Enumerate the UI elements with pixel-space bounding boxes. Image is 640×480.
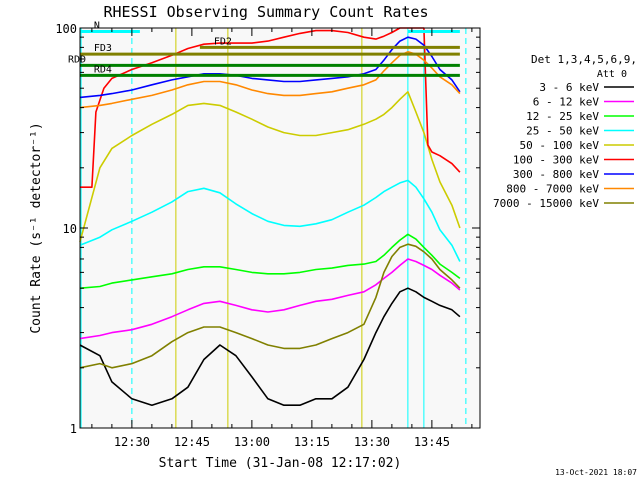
legend-label-7: 800 - 7000 keV: [506, 183, 599, 196]
series-line-3: [79, 179, 461, 262]
series-line-7: [79, 50, 461, 109]
y-tick-label-1: 10: [63, 222, 77, 236]
flag-bars: N FD2 FD3 RDD RD4: [68, 21, 460, 77]
legend-label-2: 12 - 25 keV: [526, 110, 599, 123]
legend-attenuator: Att 0: [597, 69, 627, 80]
x-tick-label-5: 13:45: [414, 435, 450, 449]
x-axis-ticks: 12:30 12:45 13:00 13:15 13:30 13:45: [91, 28, 473, 449]
x-tick-label-4: 13:30: [354, 435, 390, 449]
vertical-marker-lines: [80, 28, 467, 428]
y-axis-ticks: 1 10 100: [55, 22, 480, 436]
y-axis-label: Count Rate (s⁻¹ detector⁻¹): [29, 122, 44, 333]
x-tick-label-0: 12:30: [114, 435, 150, 449]
legend-label-3: 25 - 50 keV: [526, 125, 599, 138]
legend-label-5: 100 - 300 keV: [513, 154, 599, 167]
series-line-2: [79, 233, 461, 289]
x-tick-label-3: 13:15: [294, 435, 330, 449]
flag-label-4: RD4: [94, 64, 112, 75]
y-tick-label-2: 100: [55, 22, 77, 36]
series-line-4: [79, 91, 461, 243]
series-line-0: [79, 287, 461, 407]
legend-header: Det 1,3,4,5,6,9,: [531, 53, 637, 66]
chart-title: RHESSI Observing Summary Count Rates: [103, 3, 428, 21]
x-tick-label-2: 13:00: [234, 435, 270, 449]
legend-label-4: 50 - 100 keV: [520, 139, 600, 152]
series-layer: [79, 27, 461, 407]
footer-timestamp: 13-Oct-2021 18:07: [555, 468, 637, 477]
x-tick-label-1: 12:45: [174, 435, 210, 449]
legend: Det 1,3,4,5,6,9, Att 0 3 - 6 keV 6 - 12 k…: [493, 53, 637, 210]
flag-label-1: FD2: [214, 36, 232, 47]
x-axis-label: Start Time (31-Jan-08 12:17:02): [159, 456, 402, 471]
flag-label-3: RDD: [68, 54, 86, 65]
legend-label-6: 300 - 800 keV: [513, 168, 599, 181]
series-line-1: [79, 258, 461, 340]
legend-label-1: 6 - 12 keV: [533, 96, 600, 109]
y-tick-label-0: 1: [70, 422, 77, 436]
flag-label-0: N: [94, 21, 100, 32]
legend-label-0: 3 - 6 keV: [539, 81, 599, 94]
series-line-6: [79, 36, 461, 99]
legend-label-8: 7000 - 15000 keV: [493, 197, 599, 210]
series-line-8: [79, 243, 461, 369]
flag-label-2: FD3: [94, 43, 112, 54]
